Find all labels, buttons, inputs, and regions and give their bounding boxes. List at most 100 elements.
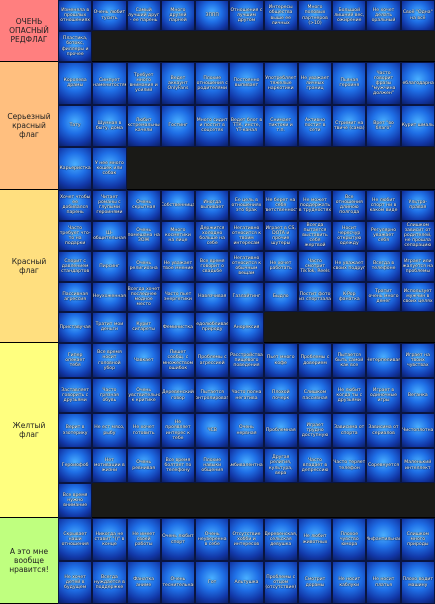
tier-item: Очень любит тусить bbox=[92, 0, 127, 31]
tier-item: Быдло bbox=[263, 281, 298, 312]
tier-item: Все время нужно внимание bbox=[58, 483, 93, 518]
tier-item: Часто смотрит TikTok, Reels bbox=[297, 251, 333, 282]
tier-item: Плохие навыки общения bbox=[195, 448, 230, 483]
tier-item: Никогда не ставит "))" в конце bbox=[92, 518, 127, 561]
tier-item: Слишком пассивная bbox=[297, 378, 333, 413]
tier-item: Ведет аккаунт OnlyFans bbox=[160, 62, 196, 105]
tier-item: Регулярно уважает себя bbox=[366, 220, 401, 251]
tier-item: Курит сигареты bbox=[126, 312, 161, 343]
tier-item: Читает романы с глупыми героинями bbox=[92, 190, 127, 221]
tier-item: Плохое чувство юмора bbox=[332, 518, 367, 561]
tier-item: Ультра-правая bbox=[400, 190, 435, 221]
tier-item: Постит фото из спортзала bbox=[297, 281, 333, 312]
tier-item: Фанатка аниме bbox=[126, 561, 161, 604]
tier-item: Зависима от спорта bbox=[332, 413, 367, 448]
tier-item: Играет трудно доступную bbox=[297, 413, 333, 448]
tier-row: Желтый флаг Гипер опекает тебя Все время н… bbox=[0, 343, 435, 518]
tier-item: Гот bbox=[195, 561, 230, 604]
tier-item: Ш-общительная bbox=[92, 220, 127, 251]
tier-item: Большой лишний вес, ожирение bbox=[332, 0, 367, 31]
tier-item: Самый лучший друг - ее парень bbox=[126, 0, 161, 31]
tier-item: Чавкает bbox=[126, 343, 161, 378]
tier-item: Верит в эзотерику bbox=[58, 413, 93, 448]
tier-item: Изменяла в прошлых отношениях bbox=[58, 0, 93, 31]
tier-item: Всегда пытается выставить себя жертвой bbox=[297, 220, 333, 251]
tier-item: Не уважает своих подруг bbox=[332, 251, 367, 282]
tier-label: Серьезный красный флаг bbox=[0, 62, 58, 189]
tier-item: Держится холодно больше на себе bbox=[195, 220, 230, 251]
tier-item: Носит чересчур открытую одежду bbox=[332, 220, 367, 251]
tier-item: Играет на твоих чувствах bbox=[400, 343, 435, 378]
tier-item: Нетерпеливая bbox=[366, 343, 401, 378]
tier-item: Спорит с давлением стандартов bbox=[58, 251, 93, 282]
tier-item: Неблагодарная bbox=[400, 62, 435, 105]
tier-item: Хочет чтобы ее добивался парень bbox=[58, 190, 93, 221]
tier-item: Негативно относится к обычным вещам bbox=[229, 251, 264, 282]
tier-item: Слишком много природы bbox=[400, 518, 435, 561]
tier-item: Тату bbox=[58, 104, 93, 147]
tier-item: Не любит спорт ни в каком виде bbox=[366, 190, 401, 221]
tier-item: Часто грязная обувь bbox=[92, 378, 127, 413]
tier-item: Не уважает твое мнение bbox=[160, 251, 196, 282]
tier-item: Часто говорит фразы "мужчина должен" bbox=[366, 62, 401, 105]
tier-item: Не любит животных bbox=[297, 518, 333, 561]
tier-item: Слишком зависит от родителей, не прошла … bbox=[400, 220, 435, 251]
tier-item: Ее цель в отношениях это брак bbox=[229, 190, 264, 221]
tier-item: Проблемы с агрессией bbox=[195, 343, 230, 378]
tier-item: Не носит платья bbox=[366, 561, 401, 604]
tier-label: Желтый флаг bbox=[0, 343, 58, 517]
tier-items: Скрывает наши отношения Никогда не ставит… bbox=[58, 518, 435, 604]
tier-item: Негативно относится к твоим интересам bbox=[229, 220, 264, 251]
tier-item: Очень нервная bbox=[229, 413, 264, 448]
tier-item: Плохой почерк bbox=[263, 378, 298, 413]
tier-item: Пытается быть самой как все bbox=[332, 343, 367, 378]
tier-item: Амбивалентная bbox=[229, 448, 264, 483]
tier-item: Смотрит дорамы bbox=[297, 561, 333, 604]
tier-item: Все время говорит о свадьбе bbox=[195, 251, 230, 282]
tier-item: Иногда выпивает bbox=[195, 190, 230, 221]
tier-item: Гостинг bbox=[160, 104, 196, 147]
tier-item: Пирсинг bbox=[92, 251, 127, 282]
tier-item: K-Pop фанатка bbox=[332, 281, 367, 312]
tier-item: Феминистка bbox=[160, 312, 196, 343]
tier-item: Играет в одиночные игры bbox=[366, 378, 401, 413]
tier-item: Скрывает наши отношения bbox=[58, 518, 93, 561]
tier-item: Часто требует что-то на подарки bbox=[58, 220, 93, 251]
tier-item: Играет или жалуется на проблемы bbox=[400, 251, 435, 282]
tier-item: Карьеристка bbox=[58, 147, 93, 190]
tier-item: Тратит очень много денег bbox=[366, 281, 401, 312]
tier-item: Веганка bbox=[400, 378, 435, 413]
tier-item: Симпует знаменитостям bbox=[92, 62, 127, 105]
tier-item: ЗППП bbox=[195, 0, 230, 31]
tier-item: Чистоплотна bbox=[400, 413, 435, 448]
tier-item: Не может поддержать в трудностях bbox=[297, 190, 333, 221]
tier-item: Недолюбливает природу bbox=[195, 312, 230, 343]
tier-item: Постоянно выпивает bbox=[229, 62, 264, 105]
tier-item: Часто полна негатива bbox=[229, 378, 264, 413]
tier-item: Пишет сообщ. с множеством ошибок bbox=[160, 343, 196, 378]
tier-row: Красный флаг Хочет чтобы ее добивался пар… bbox=[0, 190, 435, 343]
tier-item: Всегда в телефоне bbox=[366, 251, 401, 282]
tier-item: Много сидит и постит в соцсетях bbox=[195, 104, 230, 147]
tier-item: Деревенский говор bbox=[160, 378, 196, 413]
tier-item: Активно постит в сети bbox=[297, 104, 333, 147]
tier-item: Очень чувствительна к критике bbox=[126, 378, 161, 413]
tier-item: Расстройства пищевого поведения bbox=[229, 343, 264, 378]
tier-row: ОЧЕНЬ ОПАСНЫЙ РЕДФЛАГ Изменяла в прошлых … bbox=[0, 0, 435, 62]
tier-item: Часто впадает в депрессию bbox=[297, 448, 333, 483]
tier-item: Пьет много кофе bbox=[263, 343, 298, 378]
tier-item: Анорексия bbox=[229, 312, 264, 343]
tier-items: Гипер опекает тебя Все время носит головн… bbox=[58, 343, 435, 518]
tier-item: Отсутствие хобби и интересов bbox=[229, 518, 264, 561]
tier-label: А это мне вообще нравится! bbox=[0, 518, 58, 603]
tier-item: Шумная в быту, дома bbox=[92, 104, 127, 147]
tier-item: Не уважает личных границ bbox=[297, 62, 333, 105]
tier-item: Соревнуется bbox=[366, 448, 401, 483]
tier-item: Требует много внимания и усилий bbox=[126, 62, 161, 105]
tier-item: Пластика, ботокс, филлеры и прочее bbox=[58, 31, 93, 62]
tier-item: Собственница bbox=[160, 190, 196, 221]
tier-row: Серьезный красный флаг Королева драмы Симп… bbox=[0, 62, 435, 190]
tier-item: Инфантильная bbox=[366, 518, 401, 561]
tier-item: У нее много кошек или собак bbox=[92, 147, 127, 190]
tier-item: Маленький интеллект bbox=[400, 448, 435, 483]
